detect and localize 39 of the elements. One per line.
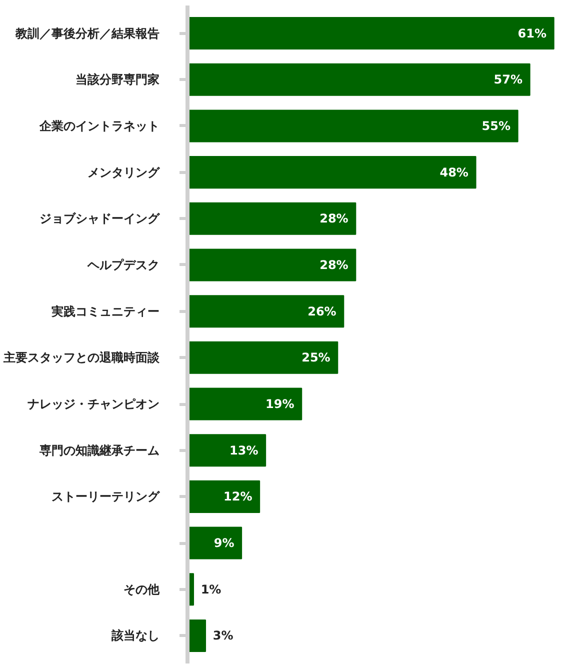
bar [188,295,344,328]
data-label: 57% [494,72,523,87]
y-tick-label: 当該分野専門家 [76,72,160,87]
data-label: 3% [212,628,234,643]
bar [188,248,356,282]
bar [188,63,530,96]
data-label: 55% [482,118,510,133]
y-tick-label: 教訓／事後分析／結果報告 [14,26,160,40]
y-tick-label: その他 [124,582,160,596]
data-label: 48% [440,165,468,180]
bar [188,434,266,467]
y-tick-label: ナレッジ・チャンピオン [28,397,160,412]
data-label: 1% [200,582,222,596]
data-label: 28% [320,212,348,226]
data-label: 28% [320,258,348,272]
y-tick-label: メンタリング [88,165,160,180]
data-label: 25% [302,350,330,365]
y-tick-label: ジョブシャドーイング [40,212,160,226]
bar [188,341,338,374]
data-label: 61% [518,26,547,40]
bar [188,480,260,513]
bar [188,388,302,420]
bar [188,202,356,235]
bar [188,17,554,50]
y-tick-label: 専門の知識継承チーム [38,443,160,458]
data-label: 9% [214,536,234,550]
y-tick-label: 実践コミュニティー [50,304,160,318]
y-tick-label: ヘルプデスク [86,258,160,272]
y-tick-label: ストーリーテリング [52,490,160,504]
y-tick-label: 該当なし [110,628,160,643]
data-label: 19% [266,397,294,412]
data-label: 12% [224,490,252,504]
bar [188,526,242,560]
y-tick-label: 企業のイントラネット [38,118,160,133]
bar [188,110,518,142]
y-tick-label: 主要スタッフとの退職時面談 [2,350,160,365]
data-label: 13% [230,443,258,458]
data-label: 26% [308,304,336,318]
bar [188,156,476,189]
